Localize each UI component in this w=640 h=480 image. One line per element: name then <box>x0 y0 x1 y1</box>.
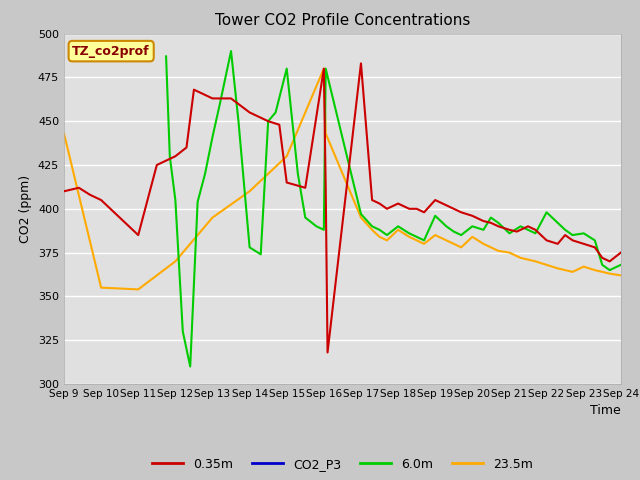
Legend: 0.35m, CO2_P3, 6.0m, 23.5m: 0.35m, CO2_P3, 6.0m, 23.5m <box>147 453 538 476</box>
Y-axis label: CO2 (ppm): CO2 (ppm) <box>19 175 33 243</box>
Title: Tower CO2 Profile Concentrations: Tower CO2 Profile Concentrations <box>214 13 470 28</box>
Text: TZ_co2prof: TZ_co2prof <box>72 45 150 58</box>
X-axis label: Time: Time <box>590 405 621 418</box>
